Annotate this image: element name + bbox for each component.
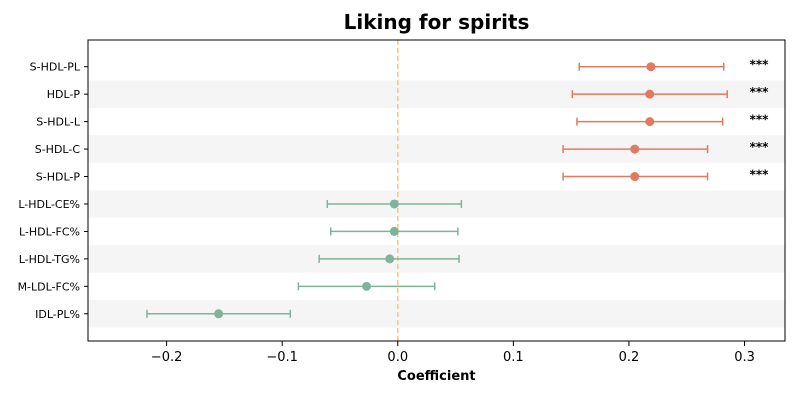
x-tick-label: −0.1 — [266, 350, 298, 365]
significance-marker: *** — [750, 168, 770, 182]
forest-row: S-HDL-PL *** — [30, 58, 769, 74]
row-label: S-HDL-C — [35, 143, 81, 156]
chart-title: Liking for spirits — [343, 10, 530, 34]
estimate-point — [630, 144, 640, 154]
x-tick-label: 0.1 — [503, 350, 524, 365]
x-tick-label: 0.3 — [734, 350, 755, 365]
estimate-point — [389, 226, 399, 236]
forest-row: S-HDL-L *** — [36, 113, 769, 129]
forest-row: L-HDL-TG% — [19, 253, 460, 266]
row-label: S-HDL-PL — [30, 61, 81, 74]
row-label: L-HDL-CE% — [18, 198, 80, 211]
significance-marker: *** — [750, 113, 770, 127]
forest-rows: S-HDL-PL ***HDL-P ***S-HDL-L ***S-HDL-C ***S… — [18, 58, 770, 321]
estimate-point — [214, 309, 224, 319]
forest-row: S-HDL-C *** — [35, 140, 769, 156]
x-tick-label: −0.2 — [151, 350, 183, 365]
x-tick-label: 0.0 — [387, 350, 408, 365]
forest-row: S-HDL-P *** — [36, 168, 769, 184]
x-tick-label: 0.2 — [619, 350, 640, 365]
row-label: S-HDL-P — [36, 171, 81, 184]
forest-row: IDL-PL% — [35, 308, 292, 321]
forest-row: L-HDL-CE% — [18, 198, 463, 211]
estimate-point — [630, 172, 640, 182]
row-label: S-HDL-L — [36, 116, 81, 129]
estimate-point — [645, 89, 655, 99]
estimate-point — [645, 117, 655, 127]
row-label: L-HDL-TG% — [19, 253, 80, 266]
estimate-point — [646, 62, 656, 72]
significance-marker: *** — [750, 140, 770, 154]
significance-marker: *** — [750, 85, 770, 99]
estimate-point — [385, 254, 395, 264]
estimate-point — [389, 199, 399, 209]
plot-frame — [87, 39, 786, 342]
x-axis: −0.2 −0.1 0.0 0.1 0.2 0.3 — [151, 341, 755, 365]
estimate-point — [362, 281, 372, 291]
x-axis-label: Coefficient — [397, 369, 475, 384]
row-label: IDL-PL% — [35, 308, 80, 321]
row-label: M-LDL-FC% — [18, 280, 80, 293]
forest-row: HDL-P *** — [47, 85, 769, 101]
row-label: HDL-P — [47, 88, 81, 101]
forest-row: M-LDL-FC% — [18, 280, 436, 293]
row-label: L-HDL-FC% — [19, 225, 80, 238]
forest-row: L-HDL-FC% — [19, 225, 459, 238]
significance-marker: *** — [750, 58, 770, 72]
